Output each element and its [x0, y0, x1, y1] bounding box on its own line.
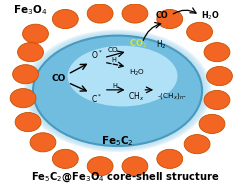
Circle shape — [22, 24, 48, 43]
Text: CO: CO — [156, 11, 168, 20]
Circle shape — [204, 90, 230, 110]
Text: H$_2$: H$_2$ — [156, 38, 167, 51]
Ellipse shape — [28, 32, 208, 149]
Ellipse shape — [29, 33, 206, 148]
Circle shape — [30, 133, 56, 152]
Text: H$_2$O: H$_2$O — [201, 9, 220, 22]
Ellipse shape — [31, 34, 204, 147]
Text: H: H — [112, 83, 117, 89]
Text: -(CH$_x$)$_n$-: -(CH$_x$)$_n$- — [157, 91, 187, 101]
Circle shape — [187, 22, 212, 41]
Circle shape — [204, 43, 230, 62]
Text: CO: CO — [107, 47, 118, 53]
Text: Fe$_3$O$_4$: Fe$_3$O$_4$ — [13, 3, 48, 17]
Circle shape — [10, 89, 36, 108]
Text: CO$_2$: CO$_2$ — [129, 37, 147, 50]
Ellipse shape — [68, 46, 178, 106]
Circle shape — [157, 9, 183, 29]
Text: O$^*$: O$^*$ — [92, 48, 103, 61]
Circle shape — [199, 114, 225, 133]
Circle shape — [52, 149, 78, 168]
Ellipse shape — [26, 31, 210, 151]
Circle shape — [122, 4, 148, 23]
Circle shape — [87, 157, 113, 176]
Circle shape — [52, 9, 78, 29]
Circle shape — [13, 65, 38, 84]
Circle shape — [157, 149, 183, 168]
Text: CO: CO — [52, 74, 66, 83]
Circle shape — [87, 4, 113, 23]
Circle shape — [15, 112, 41, 132]
Circle shape — [122, 157, 148, 176]
Text: Fe$_5$C$_2$: Fe$_5$C$_2$ — [101, 134, 134, 148]
Text: C$^*$: C$^*$ — [92, 93, 102, 105]
Text: Fe$_5$C$_2$@Fe$_3$O$_4$ core-shell structure: Fe$_5$C$_2$@Fe$_3$O$_4$ core-shell struc… — [31, 170, 219, 184]
Circle shape — [184, 135, 210, 154]
Text: H: H — [112, 57, 117, 63]
Ellipse shape — [24, 30, 212, 152]
Text: CH$_x$: CH$_x$ — [128, 91, 145, 103]
Circle shape — [18, 43, 44, 62]
Text: H$_2$O: H$_2$O — [129, 68, 145, 78]
Ellipse shape — [33, 36, 202, 146]
Circle shape — [206, 67, 233, 86]
